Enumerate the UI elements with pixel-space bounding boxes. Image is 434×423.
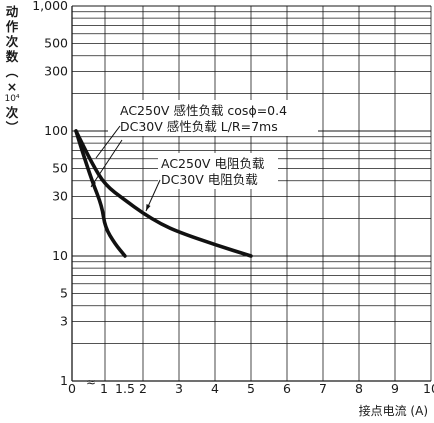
- y-tick-label: 1: [60, 373, 68, 388]
- y-axis-label-char: 作: [5, 19, 19, 34]
- x-tick-label: 4: [211, 381, 219, 396]
- x-tick-label: 8: [355, 381, 363, 396]
- y-tick-label: 3: [60, 313, 68, 328]
- y-axis-label-char: ×: [6, 79, 18, 94]
- x-tick-label: 1: [100, 381, 108, 396]
- x-axis-label: 接点电流 (A): [358, 404, 428, 418]
- x-tick-label: 0: [68, 381, 76, 396]
- annotation-1-leader: [95, 125, 121, 159]
- y-tick-label: 50: [52, 161, 68, 176]
- y-axis-label-char: 数: [5, 49, 19, 64]
- y-axis-label-char: 次: [5, 34, 19, 49]
- y-tick-label: 500: [44, 36, 68, 51]
- x-tick-label: 6: [283, 381, 291, 396]
- series-line-2: [74, 129, 253, 258]
- x-tick-label: 5: [247, 381, 255, 396]
- y-tick-label: 5: [60, 286, 68, 301]
- x-tick-label: 9: [391, 381, 399, 396]
- y-tick-label: 10: [52, 248, 68, 263]
- x-tick-label: 3: [175, 381, 183, 396]
- y-tick-label: 1,000: [32, 0, 68, 13]
- y-tick-label: 100: [44, 123, 68, 138]
- y-axis-label-char: 动: [5, 4, 19, 19]
- x-tick-label: 2: [139, 381, 147, 396]
- x-tick-label: 7: [319, 381, 327, 396]
- x-tick-label: 10: [423, 381, 434, 396]
- annotation-2-line-2: DC30V 电阻负载: [161, 172, 258, 187]
- y-axis-label-char: 10⁴: [4, 94, 20, 104]
- y-axis-label-char: 次: [5, 105, 19, 120]
- x-tick-label: 1.5: [115, 381, 135, 396]
- axis-break-mark: ≈: [86, 375, 96, 389]
- series-line-1: [74, 129, 127, 258]
- annotation-1-line-2: DC30V 感性负载 L/R=7ms: [120, 119, 278, 134]
- annotation-1-background: [108, 100, 318, 136]
- annotation-2-arrowhead: [146, 204, 151, 211]
- y-tick-label: 300: [44, 63, 68, 78]
- annotation-1-line-1: AC250V 感性负载 cosϕ=0.4: [120, 103, 287, 118]
- y-tick-label: 30: [52, 188, 68, 203]
- y-axis-label: 动 作 次 数 ︵ × 10⁴ 次 ︶: [2, 4, 22, 135]
- annotation-2-background: [158, 153, 278, 189]
- y-axis-label-char: ︵: [5, 64, 19, 79]
- annotation-1-arrowhead: [91, 180, 96, 187]
- y-axis-label-char: ︶: [5, 120, 19, 135]
- annotation-2-line-1: AC250V 电阻负载: [161, 156, 265, 171]
- annotation-1-leader: [90, 139, 123, 188]
